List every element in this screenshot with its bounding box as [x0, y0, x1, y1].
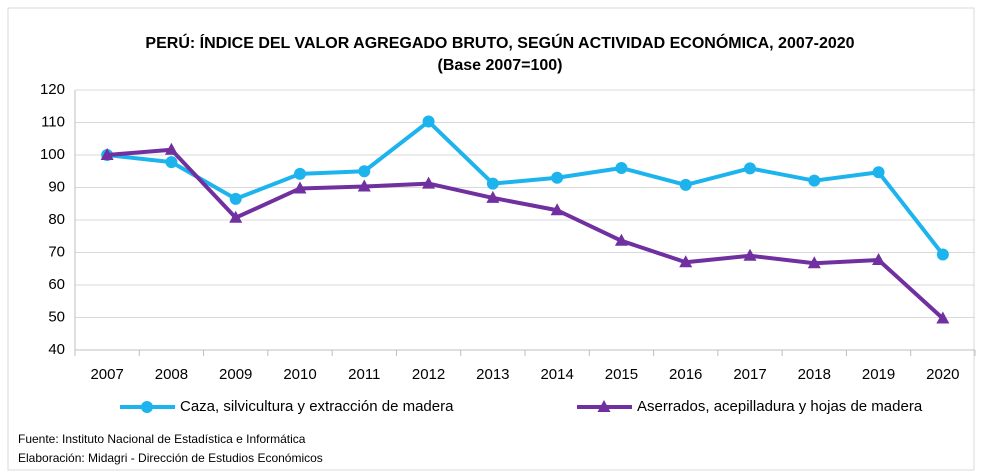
data-point: [358, 165, 371, 178]
x-tick-label: 2013: [476, 366, 509, 383]
legend-label: Caza, silvicultura y extracción de mader…: [180, 398, 454, 415]
data-point: [679, 178, 692, 191]
chart-subtitle: (Base 2007=100): [438, 57, 563, 74]
data-point: [165, 156, 178, 169]
data-point: [744, 162, 756, 175]
chart-title: PERÚ: ÍNDICE DEL VALOR AGREGADO BRUTO, S…: [145, 33, 854, 52]
y-tick-label: 50: [48, 308, 65, 325]
y-tick-label: 110: [41, 113, 65, 130]
y-tick-label: 120: [40, 81, 65, 98]
x-tick-label: 2012: [412, 366, 445, 383]
x-tick-label: 2010: [283, 366, 316, 383]
data-point: [808, 174, 821, 187]
x-tick-label: 2011: [348, 366, 380, 383]
x-tick-label: 2015: [605, 366, 638, 383]
y-tick-label: 80: [48, 211, 65, 228]
data-point: [936, 248, 949, 261]
x-tick-label: 2016: [669, 366, 702, 383]
data-point: [293, 181, 307, 194]
credit-note: Elaboración: Midagri - Dirección de Estu…: [18, 451, 323, 465]
x-tick-label: 2008: [155, 366, 188, 383]
data-point: [614, 233, 628, 246]
data-point: [615, 162, 628, 174]
source-note: Fuente: Instituto Nacional de Estadístic…: [18, 432, 306, 446]
data-point: [229, 192, 242, 205]
x-tick-label: 2020: [926, 366, 959, 383]
y-tick-label: 60: [48, 276, 65, 293]
data-point: [872, 166, 885, 179]
data-point: [936, 311, 950, 324]
series-line: [106, 119, 945, 256]
data-point: [872, 252, 886, 265]
data-point: [229, 210, 243, 223]
data-point: [807, 256, 821, 269]
x-tick-label: 2018: [798, 366, 831, 383]
data-point: [743, 248, 757, 261]
legend-marker: [597, 400, 611, 412]
y-tick-label: 90: [48, 178, 65, 195]
chart-border: [7, 7, 975, 471]
data-point: [550, 203, 564, 216]
x-tick-label: 2009: [219, 366, 252, 383]
legend-marker: [141, 401, 153, 413]
data-point: [357, 179, 371, 192]
x-tick-label: 2017: [733, 366, 766, 383]
data-point: [164, 142, 178, 155]
y-tick-label: 40: [48, 341, 65, 358]
data-point: [100, 148, 114, 160]
series-line: [106, 147, 945, 320]
data-point: [422, 176, 436, 189]
x-tick-label: 2014: [540, 366, 573, 383]
data-point: [551, 171, 564, 184]
y-tick-label: 70: [48, 243, 65, 260]
x-tick-label: 2019: [862, 366, 895, 383]
x-tick-label: 2007: [90, 366, 123, 383]
data-point: [486, 190, 500, 203]
y-tick-label: 100: [40, 146, 65, 163]
data-point: [486, 177, 499, 190]
data-point: [294, 167, 306, 180]
data-point: [679, 255, 693, 268]
legend-label: Aserrados, acepilladura y hojas de mader…: [637, 398, 923, 415]
data-point: [422, 115, 435, 128]
